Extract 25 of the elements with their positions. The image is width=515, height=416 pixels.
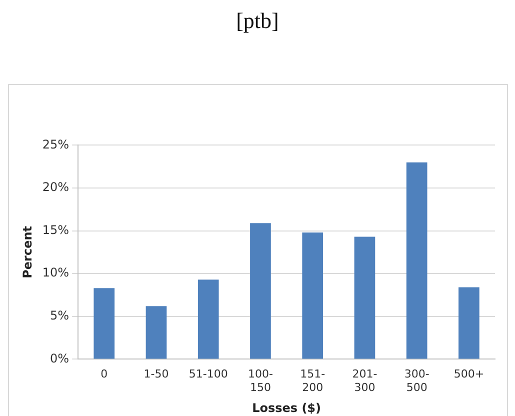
bar [406, 162, 428, 359]
bar [198, 280, 219, 359]
x-tick-label: 300-500 [404, 368, 430, 394]
x-axis-title: Losses ($) [252, 400, 322, 415]
y-tick-label: 10% [42, 266, 70, 280]
bar [250, 223, 271, 359]
bar [354, 236, 376, 359]
x-tick-label: 1-50 [144, 368, 169, 381]
y-axis-title: Percent [20, 226, 34, 278]
y-tick-label: 20% [42, 180, 70, 194]
y-tick-label: 5% [50, 308, 70, 323]
x-tick-label: 201-300 [352, 368, 378, 394]
y-tick-label: 15% [42, 222, 70, 237]
y-tick-label: 0% [50, 351, 70, 366]
bar [458, 287, 480, 359]
chart-title: [ptb] [235, 8, 280, 34]
bar [146, 306, 167, 359]
x-tick-label: 500+ [454, 368, 484, 381]
x-tick-label: 151-200 [300, 368, 326, 394]
x-tick-label: 100-150 [248, 368, 273, 394]
x-tick-label: 0 [100, 368, 108, 381]
x-tick-label: 51-100 [188, 368, 228, 381]
y-tick-label: 25% [42, 137, 70, 152]
bar [94, 288, 115, 359]
bar [302, 232, 324, 359]
